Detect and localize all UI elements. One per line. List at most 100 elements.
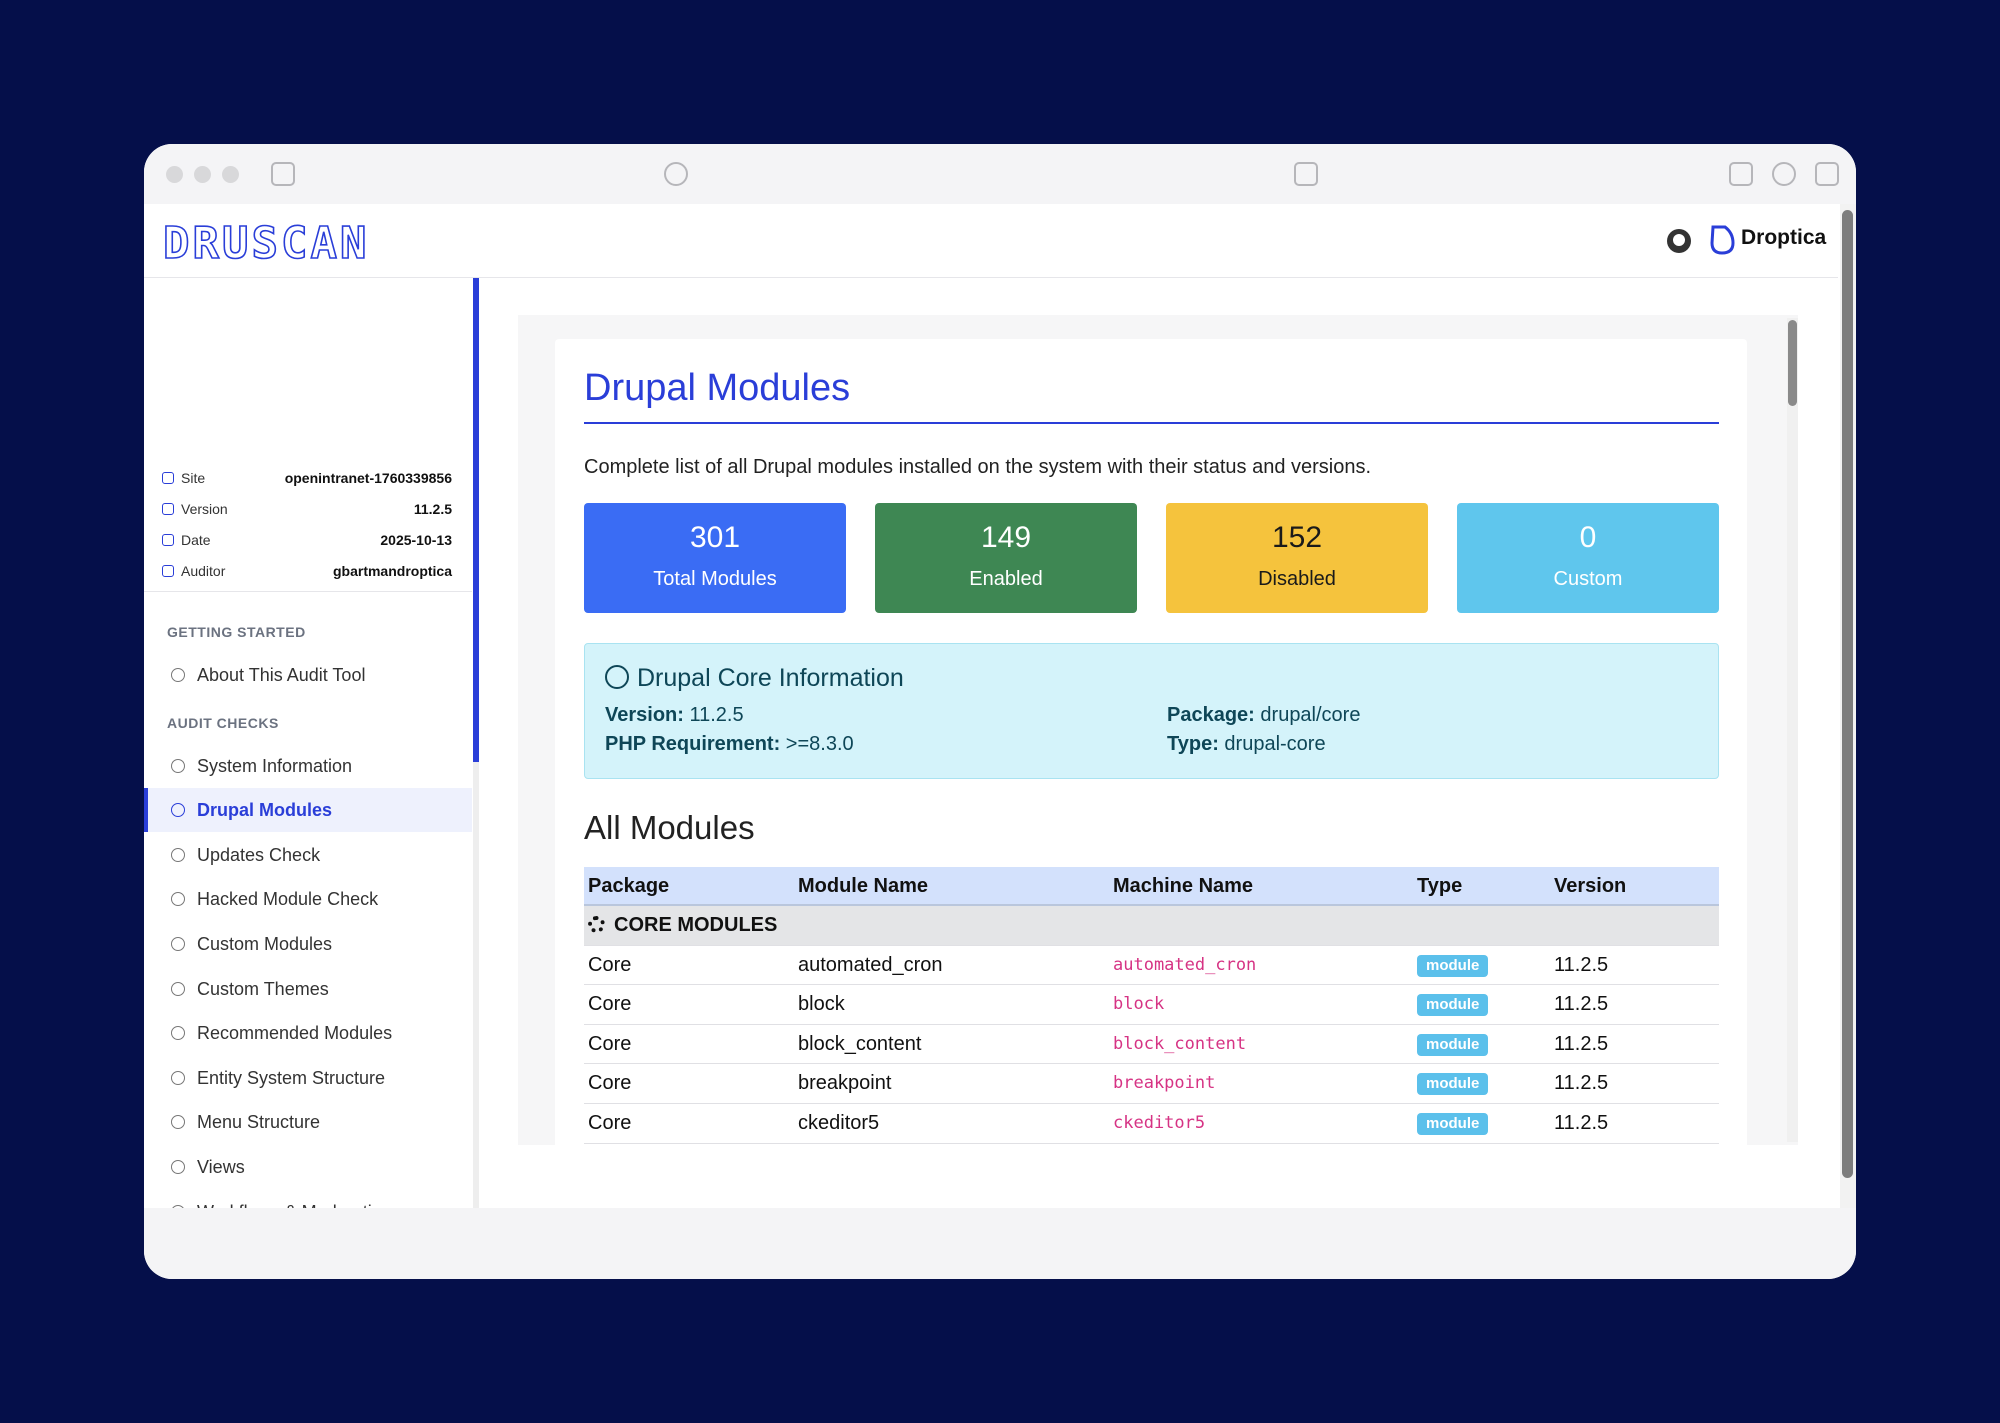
- field-value: drupal/core: [1260, 704, 1361, 726]
- table-cell: 11.2.5: [1554, 1032, 1609, 1055]
- stat-label: Enabled: [969, 568, 1043, 590]
- tabs-icon[interactable]: [1815, 162, 1839, 186]
- table-row: Core ckeditor5 ckeditor5 module 11.2.5: [584, 1104, 1719, 1144]
- nav-label: Updates Check: [197, 844, 321, 865]
- column-header: Package: [588, 875, 670, 897]
- column-header: Machine Name: [1113, 875, 1254, 897]
- sidebar-scroll-track: [473, 762, 479, 1208]
- nav-item[interactable]: Views: [144, 1145, 472, 1189]
- core-info-box: Drupal Core Information Version: 11.2.5 P…: [584, 643, 1719, 779]
- main-scroll-thumb[interactable]: [1788, 320, 1797, 406]
- nav-label: Entity System Structure: [197, 1067, 386, 1088]
- group-row: CORE MODULES: [584, 906, 1719, 946]
- table-cell: ckeditor5: [1113, 1112, 1206, 1133]
- main-area: Drupal Modules Complete list of all Drup…: [518, 315, 1798, 1145]
- table-cell: block: [1113, 994, 1165, 1015]
- nav-icon: [171, 892, 185, 907]
- type-badge: module: [1417, 1073, 1489, 1096]
- core-field: Type: drupal-core: [1167, 733, 1715, 756]
- content-card: Drupal Modules Complete list of all Drup…: [555, 339, 1747, 1145]
- table-cell: 11.2.5: [1554, 1072, 1609, 1095]
- field-label: PHP Requirement:: [605, 733, 781, 755]
- droptica-icon[interactable]: [1709, 225, 1735, 255]
- page-title: Drupal Modules: [584, 367, 851, 409]
- nav-label: Custom Modules: [197, 934, 333, 954]
- separator: [144, 591, 472, 592]
- info-label: Site: [181, 470, 206, 486]
- info-value: 11.2.5: [413, 501, 452, 517]
- table-title: All Modules: [584, 809, 755, 846]
- share-icon[interactable]: [1729, 162, 1753, 186]
- logo[interactable]: DRUSCAN: [162, 217, 370, 270]
- column-header: Version: [1554, 875, 1627, 897]
- nav-item[interactable]: Menu Structure: [144, 1100, 472, 1144]
- table-row: Core block_content block_content module 11.2…: [584, 1025, 1719, 1065]
- translate-icon[interactable]: [1294, 162, 1318, 186]
- nav-label: Menu Structure: [197, 1112, 321, 1133]
- nav-item[interactable]: Updates Check: [144, 833, 472, 877]
- stat-card: 0 Custom: [1457, 503, 1719, 613]
- nav-item[interactable]: Entity System Structure: [144, 1056, 472, 1100]
- nav-label: Drupal Modules: [197, 800, 333, 821]
- window-footer: [144, 1208, 1856, 1279]
- zoom-button[interactable]: [222, 166, 239, 183]
- description: Complete list of all Drupal modules inst…: [584, 456, 1372, 478]
- nav-label: Recommended Modules: [197, 1023, 393, 1044]
- table-cell: module: [1417, 985, 1489, 1024]
- field-label: Type:: [1167, 733, 1219, 755]
- new-tab-icon[interactable]: [1772, 162, 1796, 186]
- info-value: openintranet-1760339856: [284, 470, 452, 486]
- nav-icon: [171, 981, 185, 996]
- nav-icon: [171, 1115, 185, 1130]
- nav-item[interactable]: Drupal Modules: [144, 788, 472, 833]
- table-cell: module: [1417, 1064, 1489, 1103]
- table-cell: Core: [588, 1111, 632, 1134]
- stat-card: 152 Disabled: [1166, 503, 1428, 613]
- table-cell: breakpoint: [1113, 1073, 1216, 1094]
- nav-heading: AUDIT CHECKS: [167, 714, 279, 731]
- table-row: Core block block module 11.2.5: [584, 985, 1719, 1025]
- type-badge: module: [1417, 1033, 1489, 1056]
- column-header: Module Name: [798, 875, 929, 897]
- stat-label: Custom: [1553, 568, 1623, 590]
- minimize-button[interactable]: [194, 166, 211, 183]
- stat-value: 301: [689, 521, 741, 554]
- github-icon[interactable]: [1666, 228, 1692, 254]
- nav-item[interactable]: Recommended Modules: [144, 1011, 472, 1055]
- stat-label: Disabled: [1258, 568, 1336, 590]
- title-underline: [584, 422, 1719, 424]
- info-icon: [162, 534, 174, 546]
- stat-card: 301 Total Modules: [584, 503, 846, 613]
- info-icon: [605, 665, 629, 689]
- field-value: 11.2.5: [689, 704, 744, 726]
- stat-label: Total Modules: [653, 568, 777, 590]
- nav-icon: [171, 1160, 185, 1174]
- nav-item[interactable]: System Information: [144, 744, 472, 788]
- table-cell: block_content: [1113, 1033, 1247, 1054]
- table-row: Core automated_cron automated_cron module 11…: [584, 946, 1719, 986]
- column-header: Type: [1417, 875, 1463, 897]
- group-cell: CORE MODULES: [588, 906, 777, 945]
- site-info-row: Version 11.2.5: [162, 501, 452, 517]
- table-cell: Core: [588, 993, 632, 1016]
- nav-label: Custom Themes: [197, 978, 329, 999]
- close-button[interactable]: [166, 166, 183, 183]
- reader-icon[interactable]: [664, 162, 688, 186]
- table-cell: Core: [588, 1032, 632, 1055]
- nav-item[interactable]: Hacked Module Check: [144, 877, 472, 921]
- brand-name[interactable]: Droptica: [1741, 226, 1827, 249]
- nav-item[interactable]: About This Audit Tool: [144, 653, 472, 697]
- sidebar-toggle[interactable]: [271, 162, 295, 186]
- type-badge: module: [1417, 954, 1489, 977]
- table-cell: automated_cron: [1113, 954, 1257, 975]
- window-scroll-thumb[interactable]: [1842, 210, 1853, 1178]
- site-info-row: Site openintranet-1760339856: [162, 470, 452, 486]
- info-value: gbartmandroptica: [332, 563, 452, 579]
- field-value: drupal-core: [1224, 733, 1326, 755]
- sidebar: Site openintranet-1760339856 Version 11.2.5…: [144, 278, 472, 1266]
- table-cell: Core: [588, 1072, 632, 1095]
- nav-item[interactable]: Custom Modules: [144, 922, 472, 966]
- modules-table: Package Module Name Machine Name Type Versio…: [584, 867, 1719, 1144]
- nav-item[interactable]: Custom Themes: [144, 967, 472, 1011]
